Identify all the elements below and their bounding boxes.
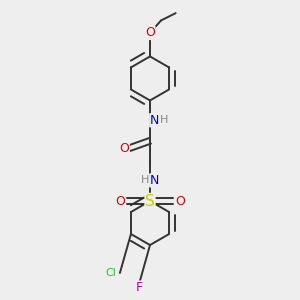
Text: N: N — [150, 174, 159, 187]
Text: O: O — [115, 194, 125, 208]
Text: F: F — [136, 281, 143, 294]
Text: O: O — [145, 26, 155, 39]
Text: H: H — [160, 115, 168, 125]
Text: O: O — [175, 194, 185, 208]
Text: H: H — [141, 176, 149, 185]
Text: N: N — [150, 114, 159, 127]
Text: O: O — [119, 142, 129, 155]
Text: S: S — [145, 194, 155, 208]
Text: Cl: Cl — [106, 268, 116, 278]
